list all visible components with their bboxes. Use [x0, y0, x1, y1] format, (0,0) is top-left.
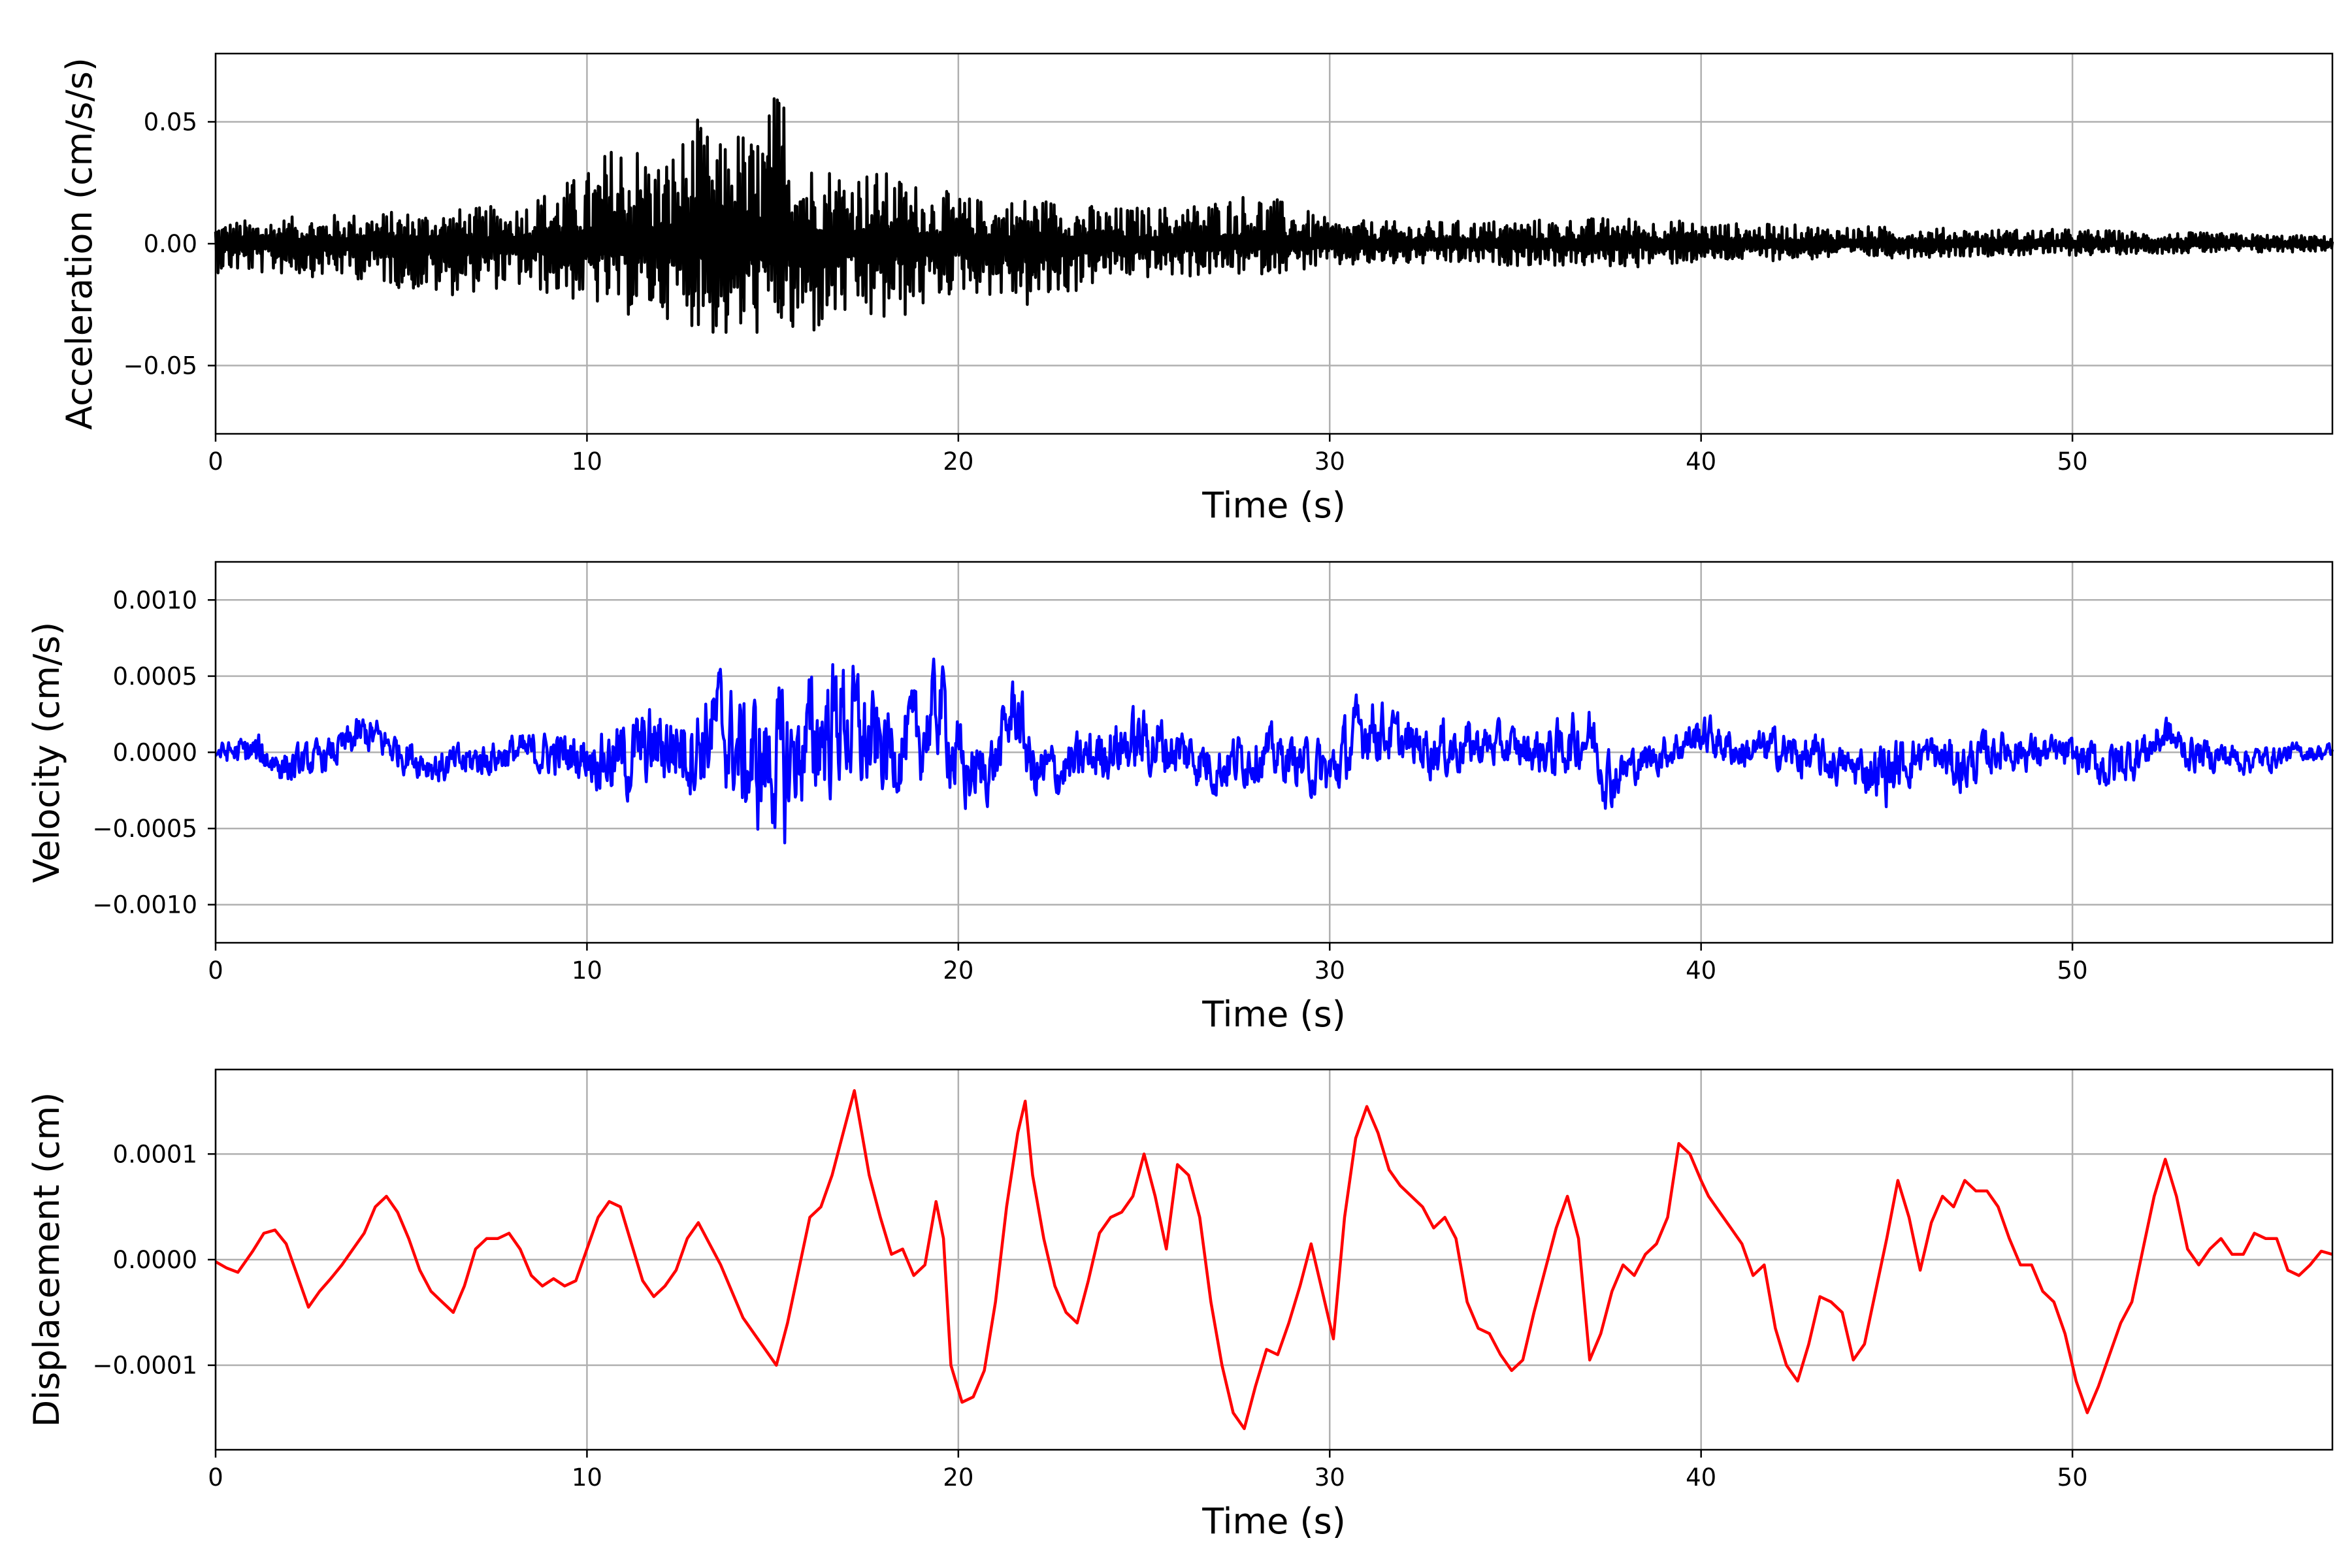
velocity-xtick-label-5: 50: [2057, 956, 2088, 985]
velocity-xlabel: Time (s): [1201, 994, 1346, 1035]
displacement-ytick-label-1: 0.0000: [113, 1246, 197, 1274]
acceleration-xlabel: Time (s): [1201, 485, 1346, 526]
acceleration-xtick-label-4: 40: [1686, 448, 1716, 476]
displacement-xtick-label-3: 30: [1315, 1463, 1345, 1492]
acceleration-xtick-label-1: 10: [572, 448, 602, 476]
velocity-ylabel: Velocity (cm/s): [26, 622, 67, 883]
velocity-xtick-label-3: 30: [1315, 956, 1345, 985]
displacement-panel: 0 10 20 30 40 50 0.0001 0.0000 −0.0001 Time (s) Di…: [26, 1068, 2334, 1542]
acceleration-xtick-label-0: 0: [208, 448, 223, 476]
displacement-xtick-label-0: 0: [208, 1463, 223, 1492]
displacement-xtick-label-4: 40: [1686, 1463, 1716, 1492]
acceleration-xtick-label-2: 20: [943, 448, 973, 476]
velocity-xtick-label-1: 10: [572, 956, 602, 985]
acceleration-ytick-label-1: 0.00: [144, 230, 197, 258]
velocity-xtick-label-0: 0: [208, 956, 223, 985]
velocity-xtick-label-4: 40: [1686, 956, 1716, 985]
displacement-xtick-label-5: 50: [2057, 1463, 2088, 1492]
velocity-ytick-label-2: 0.0000: [113, 739, 197, 767]
acceleration-panel: 0 10 20 30 40 50 0.05 0.00 −0.05 Time (s) Accelera…: [59, 52, 2334, 526]
displacement-ylabel: Displacement (cm): [26, 1092, 67, 1428]
acceleration-ytick-label-2: −0.05: [123, 352, 197, 380]
displacement-trace: [214, 1089, 2333, 1430]
displacement-xlabel: Time (s): [1201, 1501, 1346, 1542]
acceleration-trace: [214, 97, 2334, 334]
velocity-ytick-label-4: −0.0010: [93, 891, 197, 919]
acceleration-ytick-label-0: 0.05: [144, 108, 197, 136]
velocity-trace: [214, 657, 2334, 845]
velocity-ytick-label-0: 0.0010: [113, 586, 197, 614]
displacement-xtick-label-2: 20: [943, 1463, 973, 1492]
displacement-ytick-label-2: −0.0001: [93, 1352, 197, 1380]
velocity-panel: 0 10 20 30 40 50 0.0010 0.0005 0.0000 −0.0005 −0.0…: [26, 561, 2334, 1035]
acceleration-ylabel: Acceleration (cm/s/s): [59, 57, 100, 430]
acceleration-xtick-label-5: 50: [2057, 448, 2088, 476]
acceleration-xtick-label-3: 30: [1315, 448, 1345, 476]
velocity-ytick-label-1: 0.0005: [113, 662, 197, 691]
displacement-xtick-label-1: 10: [572, 1463, 602, 1492]
displacement-ytick-label-0: 0.0001: [113, 1140, 197, 1168]
velocity-xtick-label-2: 20: [943, 956, 973, 985]
velocity-ytick-label-3: −0.0005: [93, 815, 197, 843]
